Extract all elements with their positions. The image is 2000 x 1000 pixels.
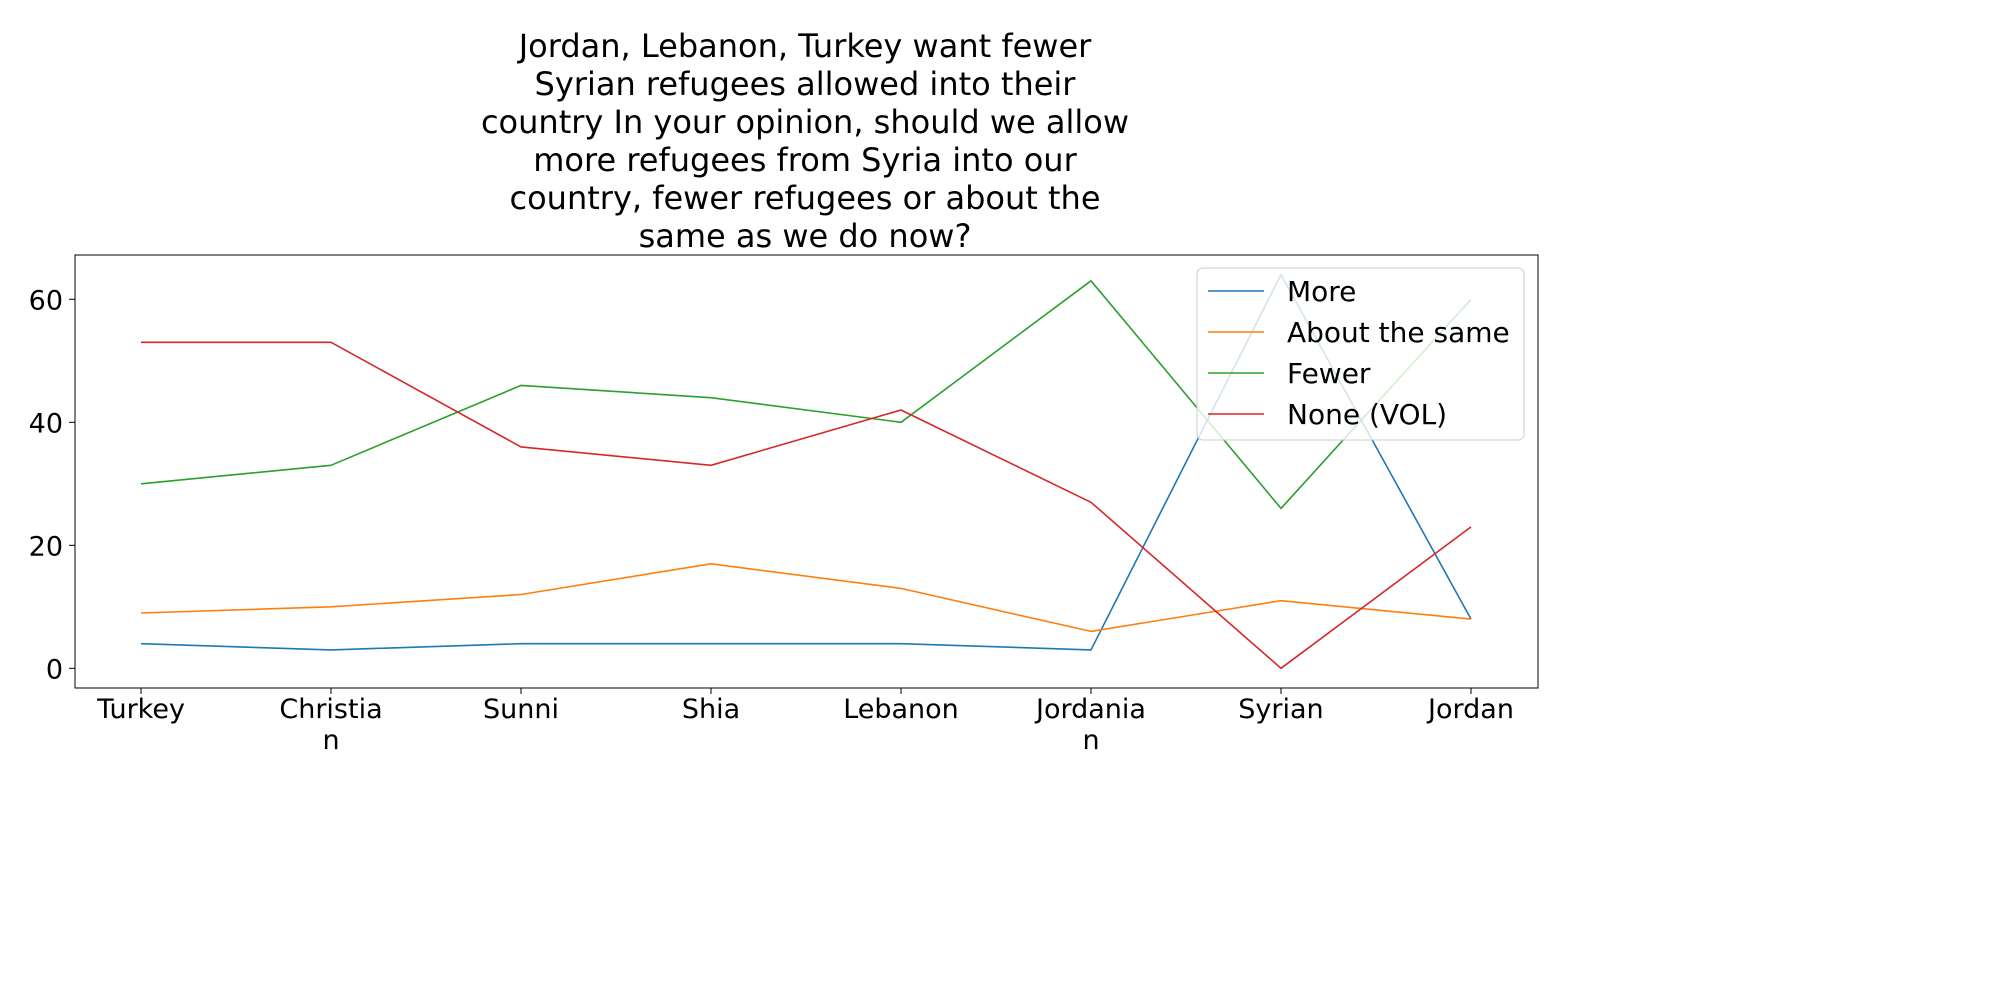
legend-box <box>1196 267 1525 441</box>
title-line: Syrian refugees allowed into their <box>535 65 1077 103</box>
series-line-none-vol <box>141 341 1472 670</box>
y-tick-label: 60 <box>29 285 63 316</box>
x-tick-label: Jordania <box>1034 694 1146 725</box>
x-tick-label: n <box>322 725 339 756</box>
y-tick-label: 20 <box>29 531 63 562</box>
series-line-about-the-same <box>140 562 1472 633</box>
x-tick-label: Turkey <box>96 694 185 725</box>
chart-title: Jordan, Lebanon, Turkey want fewerSyrian… <box>481 27 1129 255</box>
title-line: more refugees from Syria into our <box>533 141 1077 179</box>
x-tick-label: Jordan <box>1426 694 1514 725</box>
x-tick-label: Syrian <box>1238 694 1323 725</box>
legend-label: More <box>1287 275 1356 308</box>
y-axis-ticks: 0 20 40 60 <box>29 285 75 685</box>
series-line-fewer <box>140 279 1472 510</box>
title-line: country In your opinion, should we allow <box>481 103 1129 141</box>
line-chart: Jordan, Lebanon, Turkey want fewerSyrian… <box>29 27 1539 756</box>
title-line: same as we do now? <box>639 217 972 255</box>
plot-area-frame <box>74 254 1539 689</box>
title-line: country, fewer refugees or about the <box>510 179 1101 217</box>
x-tick-label: n <box>1082 725 1099 756</box>
legend-label: None (VOL) <box>1287 398 1447 431</box>
x-tick-label: Lebanon <box>843 694 959 725</box>
x-tick-label: Sunni <box>483 694 559 725</box>
y-tick-label: 40 <box>29 408 63 439</box>
legend-label: About the same <box>1287 316 1510 349</box>
legend-label: Fewer <box>1287 357 1371 390</box>
x-tick-label: Christia <box>279 694 382 725</box>
legend: More About the same Fewer None (VOL) <box>1196 267 1525 441</box>
x-tick-label: Shia <box>682 694 740 725</box>
title-line: Jordan, Lebanon, Turkey want fewer <box>517 27 1092 65</box>
y-tick-label: 0 <box>46 654 63 685</box>
